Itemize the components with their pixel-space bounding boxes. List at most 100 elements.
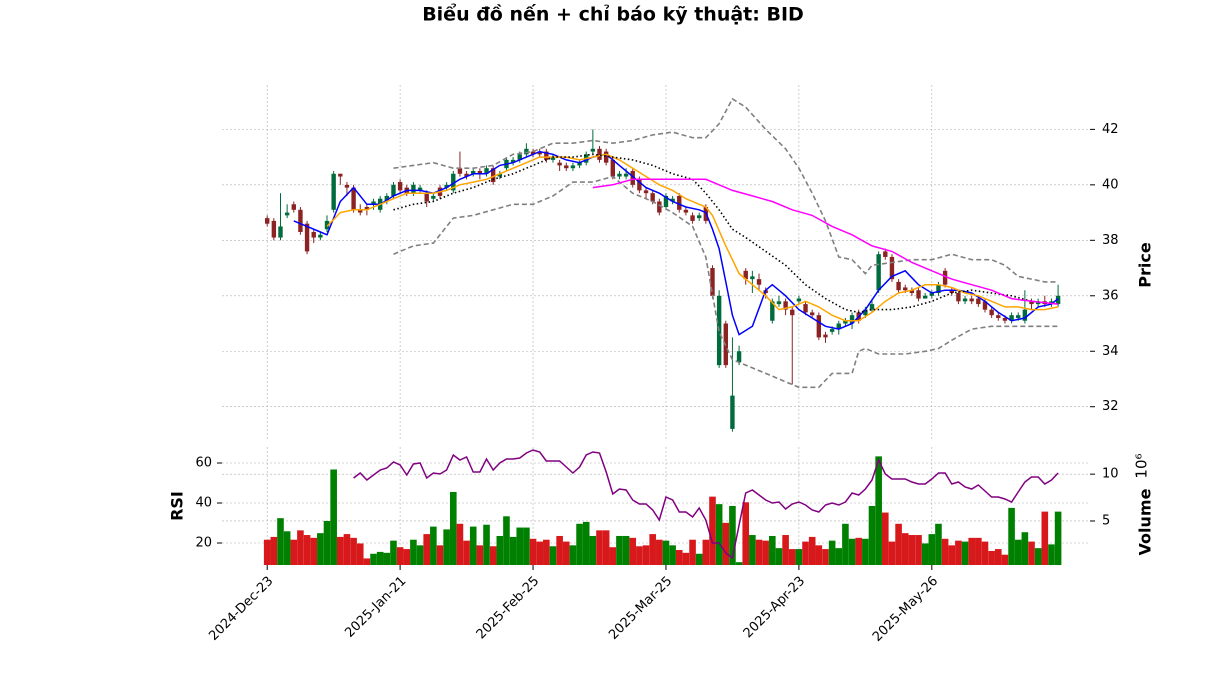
volume-bar xyxy=(483,524,490,565)
candle-body xyxy=(431,195,436,199)
volume-bar xyxy=(675,550,683,565)
candle-body xyxy=(876,254,881,291)
volume-bar xyxy=(782,535,789,565)
candle-body xyxy=(318,234,323,238)
volume-bar xyxy=(390,540,397,565)
volume-bar xyxy=(496,535,504,565)
volume-bar xyxy=(330,469,337,565)
volume-bar xyxy=(469,526,477,565)
candle-body xyxy=(956,293,961,302)
volume-bar xyxy=(423,534,431,565)
volume-bar xyxy=(616,535,623,565)
y-axis-label: RSI xyxy=(168,491,187,521)
volume-bar xyxy=(1034,548,1042,565)
volume-bar xyxy=(1041,511,1049,565)
candle-body xyxy=(683,209,689,213)
volume-bar xyxy=(815,545,823,565)
candle-body xyxy=(889,256,895,280)
volume-bar xyxy=(416,545,424,565)
volume-bar xyxy=(795,549,803,565)
volume-bar xyxy=(523,527,530,565)
volume-bar xyxy=(356,543,364,565)
volume-bar xyxy=(290,539,298,565)
candle-body xyxy=(517,154,522,160)
volume-bar xyxy=(822,549,829,565)
volume-bar xyxy=(1014,539,1022,565)
candle-body xyxy=(982,301,988,310)
indicator-line xyxy=(393,153,1059,314)
candle-body xyxy=(444,184,449,188)
volume-bar xyxy=(788,549,796,565)
candle-body xyxy=(849,315,855,324)
volume-bar xyxy=(868,506,876,565)
volume-bar xyxy=(988,550,995,565)
indicator-line xyxy=(393,97,1059,283)
candle-body xyxy=(750,276,755,280)
volume-bar xyxy=(941,538,949,565)
chart-title: Biểu đồ nến + chỉ báo kỹ thuật: BID xyxy=(422,3,804,26)
candle-body xyxy=(570,165,576,169)
volume-bar xyxy=(901,533,909,565)
candle-body xyxy=(384,195,390,202)
volume-bar xyxy=(569,545,577,565)
volume-bar xyxy=(410,539,417,565)
candle-body xyxy=(996,315,1001,318)
volume-bar xyxy=(935,523,942,565)
candle-body xyxy=(697,215,702,219)
volume-bar xyxy=(862,538,869,565)
volume-bar xyxy=(656,539,663,565)
volume-bar xyxy=(928,534,936,565)
volume-bar xyxy=(669,545,676,565)
volume-bar xyxy=(828,540,836,565)
candle-body xyxy=(736,351,742,363)
volume-bar xyxy=(709,496,716,565)
candle-body xyxy=(969,298,974,302)
candle-body xyxy=(1002,317,1008,321)
volume-bar xyxy=(729,506,736,565)
volume-bar xyxy=(848,538,856,565)
volume-bar xyxy=(749,535,756,565)
candle-body xyxy=(278,226,283,238)
candle-body xyxy=(1055,295,1061,305)
candle-body xyxy=(477,170,483,174)
candle-body xyxy=(524,148,529,155)
candle-body xyxy=(916,290,921,299)
volume-bar xyxy=(449,491,457,565)
candle-body xyxy=(471,170,476,174)
candle-body xyxy=(790,309,795,316)
volume-bar xyxy=(948,545,956,565)
y2-axis-label: Volume xyxy=(1136,488,1155,555)
candle-body xyxy=(909,290,915,294)
volume-bar xyxy=(921,543,929,565)
volume-bar xyxy=(529,538,537,565)
y-tick-label: 42 xyxy=(1102,122,1119,137)
volume-bar xyxy=(376,551,384,565)
y-tick-label: 40 xyxy=(195,496,212,511)
candle-body xyxy=(883,251,888,257)
volume-bar xyxy=(283,531,291,565)
volume-bar xyxy=(642,545,650,565)
volume-bar xyxy=(609,547,617,565)
volume-bar xyxy=(981,541,989,565)
volume-bar xyxy=(975,537,982,565)
candle-body xyxy=(823,334,828,338)
volume-bar xyxy=(915,535,922,565)
candle-body xyxy=(284,212,290,216)
candle-body xyxy=(1016,315,1021,318)
candle-body xyxy=(942,270,948,285)
candle-body xyxy=(344,184,350,188)
candle-body xyxy=(424,193,429,202)
volume-bar xyxy=(881,512,889,565)
candle-body xyxy=(577,162,582,166)
volume-bar xyxy=(875,456,882,565)
candle-body xyxy=(663,195,669,208)
candle-body xyxy=(869,304,875,310)
candle-body xyxy=(730,395,735,429)
candle-body xyxy=(304,223,310,252)
candle-body xyxy=(976,298,981,305)
candle-body xyxy=(783,301,788,310)
candle-body xyxy=(451,173,456,191)
candle-body xyxy=(623,173,629,177)
candle-body xyxy=(896,281,901,291)
